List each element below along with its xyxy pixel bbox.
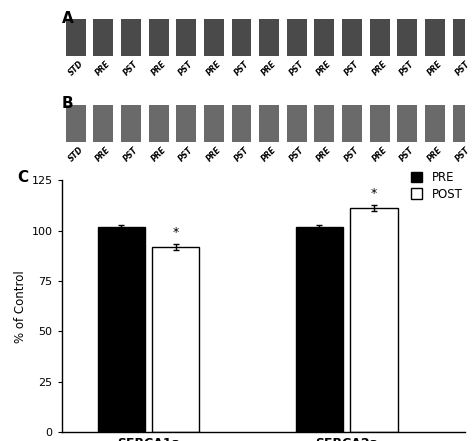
Text: *: * [173, 226, 179, 239]
Bar [370, 105, 390, 142]
Text: *: * [371, 187, 377, 200]
Y-axis label: % of Control: % of Control [14, 270, 27, 343]
Bar [287, 19, 307, 56]
Bar [425, 19, 445, 56]
Bar [370, 19, 390, 56]
Bar [204, 105, 224, 142]
Text: A: A [62, 11, 73, 26]
Text: PST: PST [177, 145, 195, 163]
Text: PST: PST [122, 145, 140, 163]
Bar [152, 247, 199, 432]
Text: PRE: PRE [94, 145, 112, 163]
Bar [66, 105, 86, 142]
Text: PST: PST [233, 60, 250, 77]
Text: PRE: PRE [426, 60, 444, 78]
Bar [231, 105, 251, 142]
Bar [98, 227, 145, 432]
Bar [149, 105, 169, 142]
Text: C: C [18, 170, 28, 185]
Bar [93, 19, 113, 56]
Bar [342, 19, 362, 56]
Text: PST: PST [343, 60, 361, 77]
Text: STD: STD [66, 145, 85, 164]
Text: PST: PST [122, 60, 140, 77]
Text: PRE: PRE [260, 60, 278, 78]
Text: PRE: PRE [315, 145, 334, 163]
Bar [93, 105, 113, 142]
Text: PST: PST [177, 60, 195, 77]
Text: PST: PST [454, 60, 472, 77]
Text: PST: PST [398, 60, 416, 77]
Bar [204, 19, 224, 56]
Bar [314, 105, 334, 142]
Text: PRE: PRE [205, 60, 223, 78]
Text: B: B [62, 96, 73, 111]
Bar [314, 19, 334, 56]
Bar [453, 19, 473, 56]
Text: PRE: PRE [94, 60, 112, 78]
Text: PST: PST [454, 145, 472, 163]
Bar [296, 227, 343, 432]
Bar [121, 19, 141, 56]
Bar [176, 19, 196, 56]
Text: PRE: PRE [205, 145, 223, 163]
Bar [121, 105, 141, 142]
Bar [231, 19, 251, 56]
Text: PST: PST [233, 145, 250, 163]
Bar [453, 105, 473, 142]
Bar [66, 19, 86, 56]
Bar [350, 209, 398, 432]
Text: PRE: PRE [371, 60, 389, 78]
Text: PRE: PRE [149, 60, 168, 78]
Text: PRE: PRE [371, 145, 389, 163]
Text: STD: STD [66, 60, 85, 78]
Text: PRE: PRE [315, 60, 334, 78]
Text: PST: PST [288, 145, 306, 163]
Text: PRE: PRE [260, 145, 278, 163]
Text: PST: PST [288, 60, 306, 77]
Bar [425, 105, 445, 142]
Bar [176, 105, 196, 142]
Bar [287, 105, 307, 142]
Text: PRE: PRE [426, 145, 444, 163]
Bar [397, 105, 417, 142]
Text: PST: PST [343, 145, 361, 163]
Bar [259, 19, 279, 56]
Bar [397, 19, 417, 56]
Text: PRE: PRE [149, 145, 168, 163]
Bar [149, 19, 169, 56]
Legend: PRE, POST: PRE, POST [410, 171, 463, 201]
Bar [342, 105, 362, 142]
Text: PST: PST [398, 145, 416, 163]
Bar [259, 105, 279, 142]
